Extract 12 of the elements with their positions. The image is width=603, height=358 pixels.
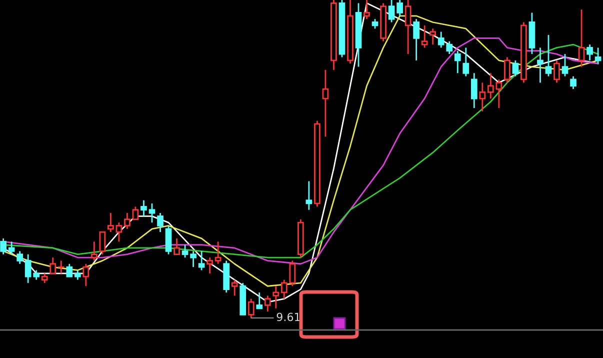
candlestick — [322, 69, 329, 138]
candlestick — [140, 200, 147, 217]
candlestick — [479, 82, 486, 112]
candlestick — [272, 285, 280, 310]
candlestick — [58, 260, 64, 274]
candlestick — [470, 72, 478, 109]
candlestick — [537, 46, 544, 84]
annotation: 9.61 — [276, 312, 300, 322]
candlestick — [355, 2, 362, 68]
candlestick — [306, 180, 312, 211]
candlestick — [404, 0, 412, 55]
candlestick — [330, 0, 337, 71]
